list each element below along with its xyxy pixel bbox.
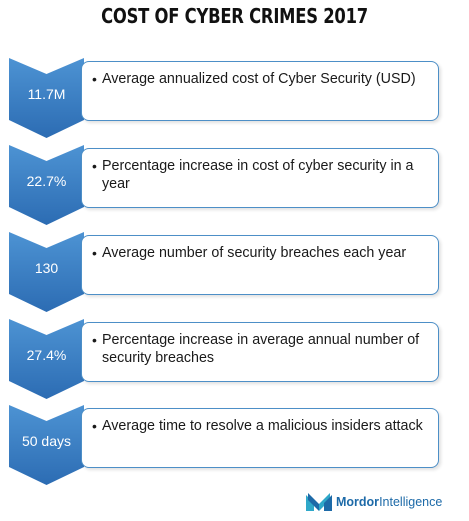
description-text: Average number of security breaches each… — [102, 245, 407, 261]
list-item: 22.7% • Percentage increase in cost of c… — [0, 145, 469, 225]
list-item: 11.7M • Average annualized cost of Cyber… — [0, 58, 469, 138]
description-card: • Average time to resolve a malicious in… — [81, 408, 439, 468]
stat-value: 22.7% — [26, 173, 67, 189]
description-card: • Average number of security breaches ea… — [81, 235, 439, 295]
chevron-shape — [9, 232, 84, 312]
brand-name: MordorIntelligence — [336, 495, 442, 509]
stat-value: 50 days — [21, 433, 72, 449]
description-text: Percentage increase in cost of cyber sec… — [102, 158, 414, 192]
brand-name-suffix: Intelligence — [379, 495, 443, 509]
stat-value: 130 — [34, 260, 59, 276]
bullet: • — [92, 418, 97, 434]
page-title: COST OF CYBER CRIMES 2017 — [101, 4, 368, 28]
list-item: 130 • Average number of security breache… — [0, 232, 469, 312]
bullet: • — [92, 332, 97, 348]
description-card: • Percentage increase in cost of cyber s… — [81, 148, 439, 208]
description-text: Average time to resolve a malicious insi… — [102, 418, 423, 434]
brand-name-primary: Mordor — [336, 495, 380, 509]
description-text: Average annualized cost of Cyber Securit… — [102, 71, 416, 87]
description-text: Percentage increase in average annual nu… — [102, 332, 420, 366]
bullet: • — [92, 158, 97, 174]
bullet: • — [92, 245, 97, 261]
description-card: • Average annualized cost of Cyber Secur… — [81, 61, 439, 121]
list-item: 50 days • Average time to resolve a mali… — [0, 405, 469, 485]
bullet: • — [92, 71, 97, 87]
mordor-logo-icon — [306, 493, 332, 511]
stat-value: 27.4% — [26, 347, 67, 363]
brand-logo: MordorIntelligence — [306, 491, 442, 513]
chevron-shape — [9, 319, 84, 399]
list-item: 27.4% • Percentage increase in average a… — [0, 319, 469, 399]
chevron-shape — [9, 145, 84, 225]
chevron-shape — [9, 58, 84, 138]
description-card: • Percentage increase in average annual … — [81, 322, 439, 382]
stat-value: 11.7M — [27, 86, 66, 102]
chevron-shape — [9, 405, 84, 485]
